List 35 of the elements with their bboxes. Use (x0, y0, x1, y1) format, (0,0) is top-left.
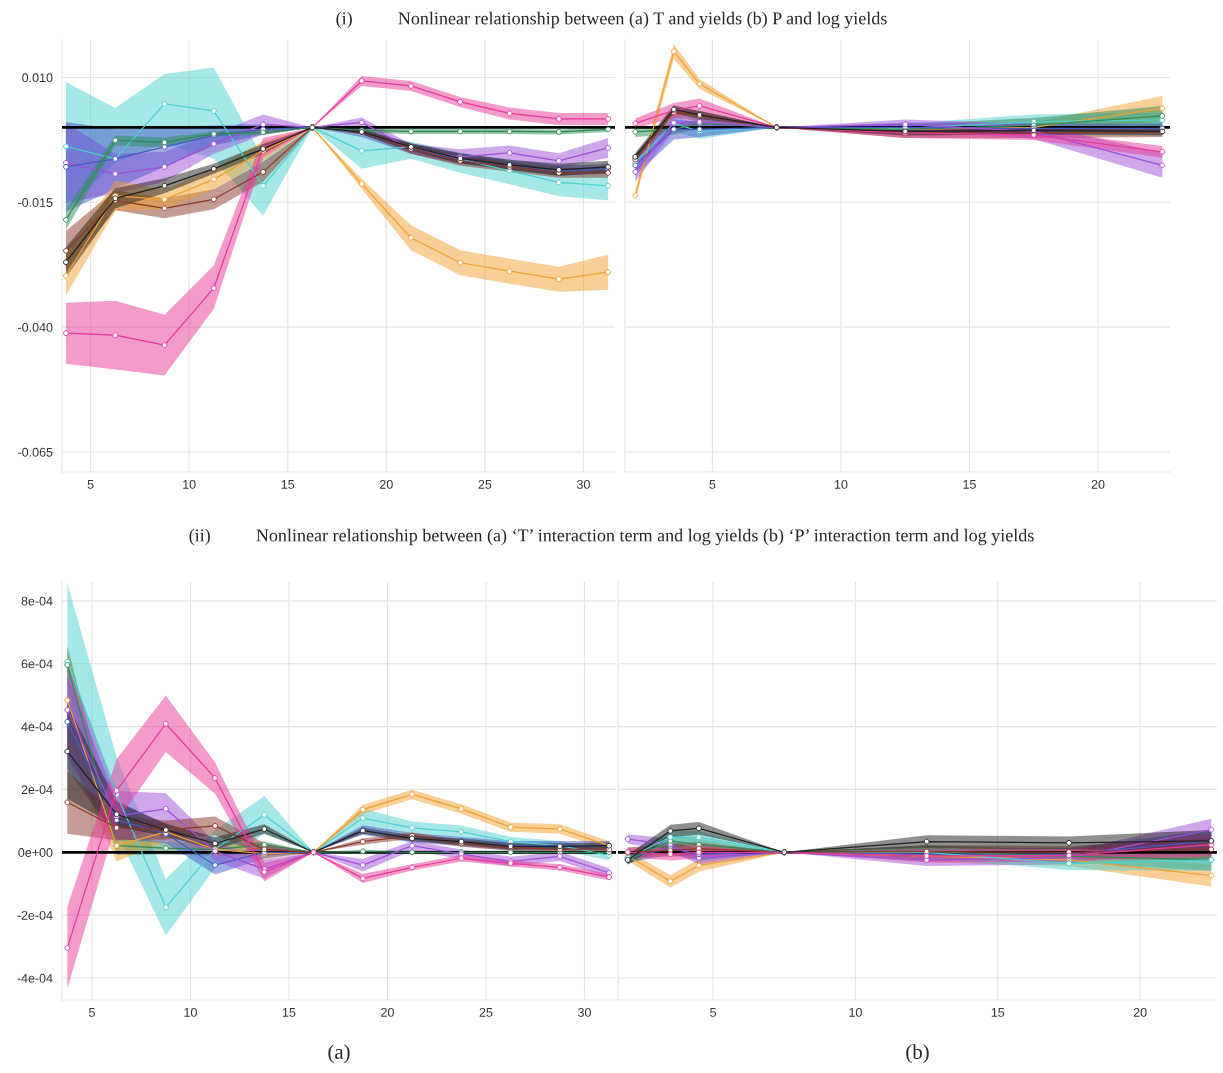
y-tick-label: 2e-04 (21, 785, 53, 795)
y-tick-label: -0.065 (18, 447, 53, 457)
x-tick-label: 5 (87, 480, 94, 489)
y-tick-label: -0.040 (18, 322, 53, 332)
x-axis-title: (b) (906, 1044, 929, 1064)
y-tick-label: 8e-04 (21, 596, 53, 606)
x-tick-label: 10 (183, 479, 196, 489)
y-tick-label: 4e-04 (21, 722, 53, 732)
x-tick-label: 5 (709, 480, 716, 489)
y-tick-label: 6e-04 (21, 659, 53, 669)
x-tick-label: 15 (991, 1008, 1005, 1017)
x-tick-label: 20 (1133, 1007, 1147, 1017)
x-tick-label: 25 (478, 479, 492, 489)
x-tick-label: 20 (381, 1007, 394, 1017)
y-tick-label: 0.010 (22, 73, 53, 83)
x-tick-label: 10 (849, 1007, 862, 1017)
x-axis-title: (a) (328, 1044, 350, 1064)
y-tick-label: -0.015 (18, 198, 53, 207)
y-tick-label: -2e-04 (17, 910, 53, 920)
y-tick-label: -4e-04 (17, 973, 53, 983)
x-tick-label: 20 (1091, 479, 1105, 489)
x-tick-label: 10 (834, 479, 848, 489)
x-tick-label: 5 (88, 1008, 95, 1017)
chart-title: (ii) Nonlinear relationship between (a) ‘T’ interaction term and log yields (b) ‘P’ interaction term and log yields (189, 528, 1034, 546)
x-tick-label: 15 (282, 1008, 296, 1017)
chart-title: (i) Nonlinear relationship between (a) T and yields (b) P and log yields (336, 11, 887, 29)
x-tick-label: 30 (578, 1007, 591, 1017)
x-tick-label: 20 (379, 479, 393, 489)
x-tick-label: 5 (710, 1008, 717, 1017)
x-tick-label: 10 (184, 1007, 197, 1017)
x-tick-label: 15 (963, 480, 976, 489)
x-tick-label: 30 (576, 479, 590, 489)
y-tick-label: 0e+00 (18, 848, 53, 857)
x-tick-label: 25 (479, 1007, 493, 1017)
x-tick-label: 15 (281, 480, 295, 489)
